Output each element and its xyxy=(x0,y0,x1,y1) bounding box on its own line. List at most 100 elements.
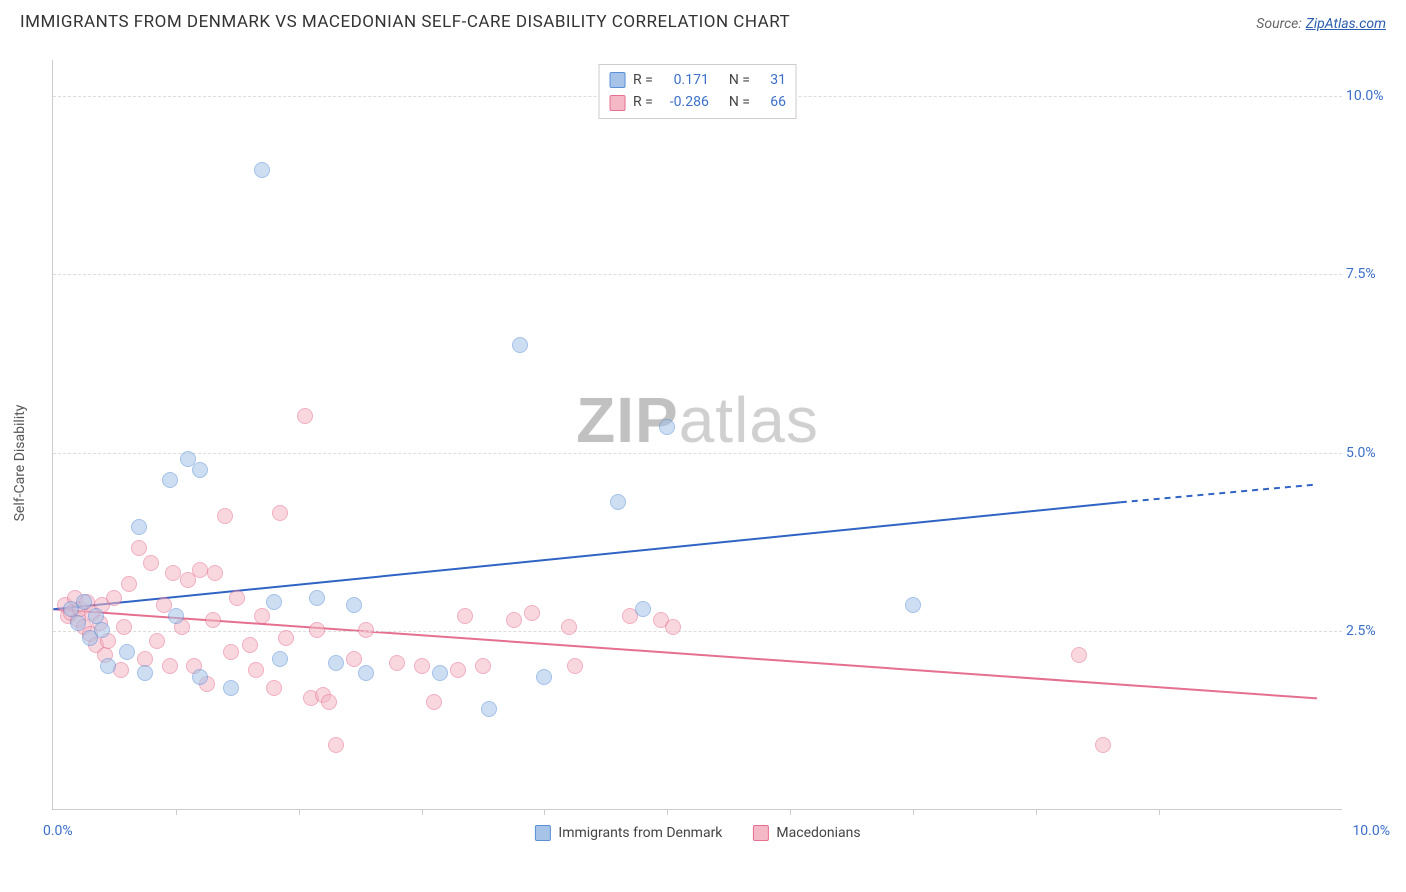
n-value-denmark: 31 xyxy=(758,69,786,91)
r-label: R = xyxy=(633,69,653,91)
x-tick-mark xyxy=(790,809,791,815)
data-point-denmark xyxy=(100,658,116,674)
data-point-denmark xyxy=(131,519,147,535)
data-point-macedonians xyxy=(207,565,223,581)
data-point-macedonians xyxy=(272,505,288,521)
data-point-macedonians xyxy=(149,633,165,649)
data-point-macedonians xyxy=(217,508,233,524)
data-point-macedonians xyxy=(475,658,491,674)
data-point-macedonians xyxy=(309,622,325,638)
data-point-denmark xyxy=(94,622,110,638)
data-point-denmark xyxy=(223,680,239,696)
y-tick-label: 7.5% xyxy=(1346,266,1394,282)
n-value-macedonians: 66 xyxy=(758,91,786,113)
data-point-macedonians xyxy=(242,637,258,653)
data-point-denmark xyxy=(536,669,552,685)
x-tick-mark xyxy=(667,809,668,815)
data-point-macedonians xyxy=(248,662,264,678)
data-point-denmark xyxy=(119,644,135,660)
swatch-macedonians xyxy=(609,95,625,111)
y-tick-label: 2.5% xyxy=(1346,623,1394,639)
legend-item-denmark: Immigrants from Denmark xyxy=(534,825,722,841)
source-attribution: Source: ZipAtlas.com xyxy=(1256,13,1386,32)
r-label: R = xyxy=(633,91,653,113)
data-point-macedonians xyxy=(665,619,681,635)
data-point-macedonians xyxy=(450,662,466,678)
legend-stats-box: R = 0.171 N = 31 R = -0.286 N = 66 xyxy=(598,64,797,119)
data-point-denmark xyxy=(346,597,362,613)
data-point-denmark xyxy=(309,590,325,606)
data-point-denmark xyxy=(192,462,208,478)
x-tick-mark xyxy=(1036,809,1037,815)
data-point-denmark xyxy=(328,655,344,671)
data-point-macedonians xyxy=(121,576,137,592)
data-point-denmark xyxy=(635,601,651,617)
gridline-h xyxy=(53,453,1342,454)
data-point-macedonians xyxy=(426,694,442,710)
data-point-denmark xyxy=(76,594,92,610)
n-label: N = xyxy=(729,69,750,91)
data-point-macedonians xyxy=(524,605,540,621)
plot-area: ZIPatlas R = 0.171 N = 31 R = -0.286 N =… xyxy=(52,60,1342,810)
data-point-macedonians xyxy=(389,655,405,671)
x-tick-mark xyxy=(299,809,300,815)
legend-stats-row-denmark: R = 0.171 N = 31 xyxy=(609,69,786,91)
gridline-h xyxy=(53,631,1342,632)
data-point-macedonians xyxy=(131,540,147,556)
data-point-denmark xyxy=(272,651,288,667)
data-point-macedonians xyxy=(162,658,178,674)
data-point-macedonians xyxy=(506,612,522,628)
x-tick-mark xyxy=(176,809,177,815)
watermark: ZIPatlas xyxy=(576,383,819,457)
data-point-denmark xyxy=(905,597,921,613)
data-point-denmark xyxy=(168,608,184,624)
legend-item-macedonians: Macedonians xyxy=(752,825,860,841)
y-tick-label: 5.0% xyxy=(1346,445,1394,461)
data-point-macedonians xyxy=(205,612,221,628)
source-label: Source: xyxy=(1256,16,1301,32)
data-point-denmark xyxy=(254,162,270,178)
data-point-macedonians xyxy=(229,590,245,606)
data-point-macedonians xyxy=(1095,737,1111,753)
data-point-macedonians xyxy=(116,619,132,635)
data-point-macedonians xyxy=(223,644,239,660)
x-tick-mark xyxy=(913,809,914,815)
data-point-macedonians xyxy=(346,651,362,667)
x-axis-max-label: 10.0% xyxy=(1352,823,1390,839)
data-point-denmark xyxy=(70,615,86,631)
watermark-light: atlas xyxy=(679,384,819,456)
x-tick-mark xyxy=(1159,809,1160,815)
x-tick-mark xyxy=(544,809,545,815)
n-label: N = xyxy=(729,91,750,113)
data-point-macedonians xyxy=(457,608,473,624)
data-point-denmark xyxy=(610,494,626,510)
r-value-denmark: 0.171 xyxy=(661,69,709,91)
series-label-denmark: Immigrants from Denmark xyxy=(558,825,722,841)
gridline-h xyxy=(53,274,1342,275)
x-axis-origin-label: 0.0% xyxy=(43,823,73,839)
data-point-macedonians xyxy=(106,590,122,606)
data-point-macedonians xyxy=(297,408,313,424)
data-point-denmark xyxy=(137,665,153,681)
data-point-denmark xyxy=(266,594,282,610)
source-link[interactable]: ZipAtlas.com xyxy=(1306,16,1386,32)
data-point-denmark xyxy=(432,665,448,681)
data-point-macedonians xyxy=(143,555,159,571)
data-point-macedonians xyxy=(414,658,430,674)
data-point-macedonians xyxy=(358,622,374,638)
data-point-macedonians xyxy=(192,562,208,578)
data-point-macedonians xyxy=(321,694,337,710)
data-point-macedonians xyxy=(266,680,282,696)
y-tick-label: 10.0% xyxy=(1346,88,1394,104)
data-point-macedonians xyxy=(1071,647,1087,663)
data-point-denmark xyxy=(481,701,497,717)
data-point-macedonians xyxy=(567,658,583,674)
series-label-macedonians: Macedonians xyxy=(776,825,860,841)
chart-title: IMMIGRANTS FROM DENMARK VS MACEDONIAN SE… xyxy=(20,12,790,32)
data-point-macedonians xyxy=(561,619,577,635)
r-value-macedonians: -0.286 xyxy=(661,91,709,113)
data-point-denmark xyxy=(358,665,374,681)
swatch-denmark xyxy=(609,72,625,88)
x-tick-mark xyxy=(422,809,423,815)
data-point-macedonians xyxy=(254,608,270,624)
